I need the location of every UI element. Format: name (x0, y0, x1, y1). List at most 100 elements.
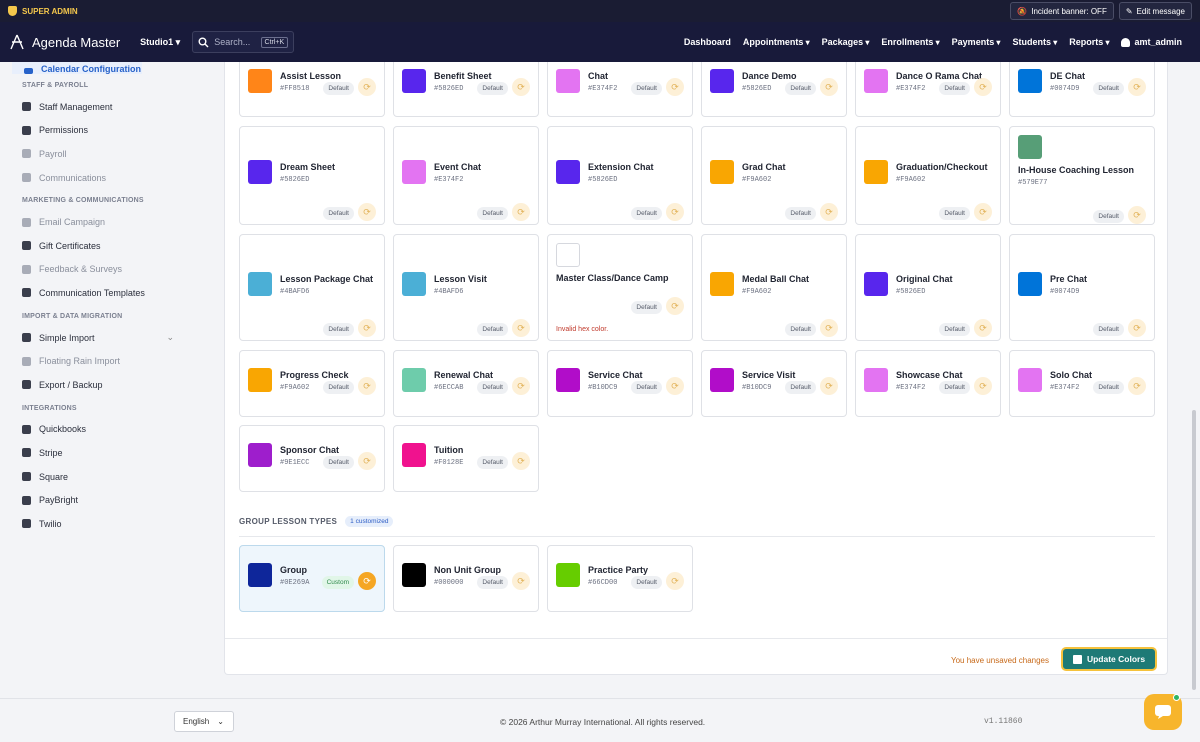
sidebar-item-staff-management[interactable]: Staff Management (0, 95, 184, 119)
lesson-color-card[interactable]: In-House Coaching Lesson #579E77 Default ⟳ (1009, 126, 1155, 225)
user-menu[interactable]: amt_admin (1121, 37, 1182, 47)
app-logo[interactable]: Agenda Master (8, 34, 120, 50)
reset-icon[interactable]: ⟳ (666, 572, 684, 590)
sidebar-item-simple-import[interactable]: Simple Import ⌄ (0, 326, 184, 350)
color-swatch[interactable] (402, 368, 426, 392)
nav-appointments[interactable]: Appointments (743, 37, 810, 47)
search-input[interactable]: Search... Ctrl+K (192, 31, 295, 53)
lesson-color-card[interactable]: Group #0E269A Custom ⟳ (239, 545, 385, 612)
reset-icon[interactable]: ⟳ (974, 377, 992, 395)
lesson-color-card[interactable]: Service Chat #B10DC9 Default ⟳ (547, 350, 693, 417)
lesson-color-card[interactable]: Dance O Rama Chat #E374F2 Default ⟳ (855, 62, 1001, 117)
reset-icon[interactable]: ⟳ (358, 452, 376, 470)
color-swatch[interactable] (1018, 69, 1042, 93)
color-swatch[interactable] (864, 368, 888, 392)
reset-icon[interactable]: ⟳ (512, 452, 530, 470)
reset-icon[interactable]: ⟳ (666, 78, 684, 96)
lesson-color-card[interactable]: Renewal Chat #6ECCAB Default ⟳ (393, 350, 539, 417)
lesson-color-card[interactable]: Master Class/Dance Camp Default ⟳ Invalid h… (547, 234, 693, 341)
nav-reports[interactable]: Reports (1069, 37, 1109, 47)
color-swatch[interactable] (248, 443, 272, 467)
lesson-color-card[interactable]: Chat #E374F2 Default ⟳ (547, 62, 693, 117)
reset-icon[interactable]: ⟳ (666, 203, 684, 221)
sidebar-item-permissions[interactable]: Permissions (0, 119, 184, 143)
lesson-color-card[interactable]: Practice Party #66CD00 Default ⟳ (547, 545, 693, 612)
color-swatch[interactable] (402, 563, 426, 587)
lesson-color-card[interactable]: Pre Chat #0074D9 Default ⟳ (1009, 234, 1155, 341)
lesson-color-card[interactable]: DE Chat #0074D9 Default ⟳ (1009, 62, 1155, 117)
lesson-color-card[interactable]: Dream Sheet #5826ED Default ⟳ (239, 126, 385, 225)
color-swatch[interactable] (248, 563, 272, 587)
nav-students[interactable]: Students (1012, 37, 1057, 47)
lesson-color-card[interactable]: Showcase Chat #E374F2 Default ⟳ (855, 350, 1001, 417)
reset-icon[interactable]: ⟳ (512, 78, 530, 96)
color-swatch[interactable] (1018, 135, 1042, 159)
lesson-color-card[interactable]: Dance Demo #5826ED Default ⟳ (701, 62, 847, 117)
color-swatch[interactable] (864, 69, 888, 93)
nav-packages[interactable]: Packages (822, 37, 870, 47)
color-swatch[interactable] (556, 243, 580, 267)
color-swatch[interactable] (710, 69, 734, 93)
lesson-color-card[interactable]: Lesson Visit #4BAFD6 Default ⟳ (393, 234, 539, 341)
reset-icon[interactable]: ⟳ (974, 78, 992, 96)
sidebar-item-quickbooks[interactable]: Quickbooks (0, 418, 184, 442)
sidebar-item-paybright[interactable]: PayBright (0, 488, 184, 512)
sidebar-item-email-campaign[interactable]: Email Campaign (0, 210, 184, 234)
update-colors-button[interactable]: Update Colors (1061, 647, 1157, 671)
sidebar-item-twilio[interactable]: Twilio (0, 512, 184, 536)
lesson-color-card[interactable]: Non Unit Group #000000 Default ⟳ (393, 545, 539, 612)
nav-enrollments[interactable]: Enrollments (881, 37, 939, 47)
language-select[interactable]: English ⌄ (174, 711, 234, 732)
reset-icon[interactable]: ⟳ (358, 203, 376, 221)
sidebar-item-communications[interactable]: Communications (0, 166, 184, 190)
color-swatch[interactable] (710, 272, 734, 296)
lesson-color-card[interactable]: Event Chat #E374F2 Default ⟳ (393, 126, 539, 225)
reset-icon[interactable]: ⟳ (974, 319, 992, 337)
sidebar-item-feedback-surveys[interactable]: Feedback & Surveys (0, 258, 184, 282)
lesson-color-card[interactable]: Medal Ball Chat #F9A602 Default ⟳ (701, 234, 847, 341)
lesson-color-card[interactable]: Original Chat #5826ED Default ⟳ (855, 234, 1001, 341)
sidebar-item-gift-certificates[interactable]: Gift Certificates (0, 234, 184, 258)
color-swatch[interactable] (248, 368, 272, 392)
reset-icon[interactable]: ⟳ (1128, 206, 1146, 224)
studio-selector[interactable]: Studio1 ▾ (140, 36, 181, 47)
lesson-color-card[interactable]: Sponsor Chat #9E1ECC Default ⟳ (239, 425, 385, 492)
lesson-color-card[interactable]: Solo Chat #E374F2 Default ⟳ (1009, 350, 1155, 417)
lesson-color-card[interactable]: Tuition #F0128E Default ⟳ (393, 425, 539, 492)
color-swatch[interactable] (402, 443, 426, 467)
color-swatch[interactable] (248, 69, 272, 93)
reset-icon[interactable]: ⟳ (820, 377, 838, 395)
reset-icon[interactable]: ⟳ (512, 572, 530, 590)
page-scrollbar[interactable] (1192, 410, 1196, 690)
color-swatch[interactable] (1018, 272, 1042, 296)
reset-icon[interactable]: ⟳ (666, 297, 684, 315)
lesson-color-card[interactable]: Extension Chat #5826ED Default ⟳ (547, 126, 693, 225)
nav-dashboard[interactable]: Dashboard (683, 37, 731, 47)
color-swatch[interactable] (556, 160, 580, 184)
color-swatch[interactable] (864, 272, 888, 296)
reset-icon[interactable]: ⟳ (358, 78, 376, 96)
lesson-color-card[interactable]: Grad Chat #F9A602 Default ⟳ (701, 126, 847, 225)
support-chat-button[interactable] (1144, 694, 1182, 730)
lesson-color-card[interactable]: Graduation/Checkout #F9A602 Default ⟳ (855, 126, 1001, 225)
color-swatch[interactable] (248, 160, 272, 184)
lesson-color-card[interactable]: Assist Lesson #FF8518 Default ⟳ (239, 62, 385, 117)
color-swatch[interactable] (402, 160, 426, 184)
reset-icon[interactable]: ⟳ (512, 377, 530, 395)
edit-message-button[interactable]: ✎ Edit message (1118, 2, 1192, 20)
color-swatch[interactable] (402, 272, 426, 296)
color-swatch[interactable] (556, 69, 580, 93)
reset-icon[interactable]: ⟳ (1128, 377, 1146, 395)
lesson-color-card[interactable]: Progress Check #F9A602 Default ⟳ (239, 350, 385, 417)
color-swatch[interactable] (864, 160, 888, 184)
reset-icon[interactable]: ⟳ (512, 319, 530, 337)
sidebar-item-payroll[interactable]: Payroll (0, 142, 184, 166)
incident-banner-toggle[interactable]: 🔕 Incident banner: OFF (1010, 2, 1114, 20)
color-swatch[interactable] (710, 160, 734, 184)
color-swatch[interactable] (556, 563, 580, 587)
nav-payments[interactable]: Payments (952, 37, 1001, 47)
reset-icon[interactable]: ⟳ (666, 377, 684, 395)
color-swatch[interactable] (1018, 368, 1042, 392)
reset-icon[interactable]: ⟳ (358, 319, 376, 337)
reset-icon[interactable]: ⟳ (820, 203, 838, 221)
